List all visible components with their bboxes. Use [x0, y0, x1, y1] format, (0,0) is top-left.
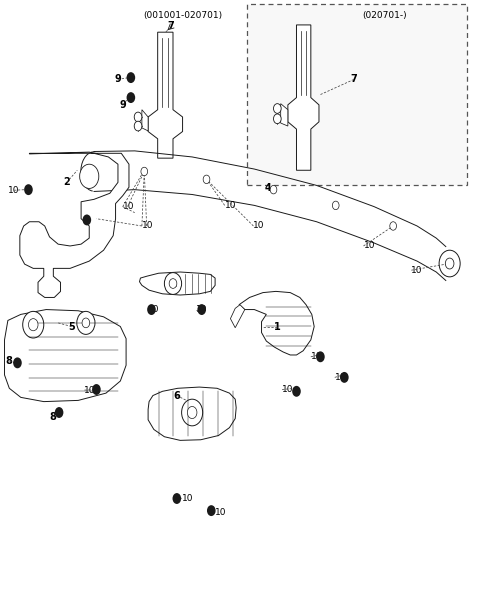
Text: 8: 8: [6, 356, 13, 366]
Circle shape: [169, 279, 177, 288]
Text: 1: 1: [274, 322, 281, 331]
Text: 10: 10: [253, 222, 265, 231]
Circle shape: [164, 273, 181, 294]
Circle shape: [127, 92, 135, 103]
Circle shape: [13, 358, 22, 368]
Text: 10: 10: [8, 186, 20, 195]
Circle shape: [390, 222, 396, 230]
Polygon shape: [239, 291, 314, 355]
Text: 7: 7: [350, 75, 357, 84]
Circle shape: [80, 164, 99, 188]
Circle shape: [147, 304, 156, 315]
Circle shape: [83, 214, 91, 225]
Circle shape: [55, 407, 63, 418]
Text: 10: 10: [335, 373, 346, 382]
Circle shape: [24, 184, 33, 195]
Circle shape: [270, 185, 277, 194]
Text: 10: 10: [411, 266, 423, 275]
Circle shape: [82, 318, 90, 328]
Polygon shape: [20, 152, 129, 297]
Circle shape: [445, 258, 454, 269]
Text: 3: 3: [173, 282, 180, 291]
Text: 10: 10: [225, 201, 236, 210]
Text: 9: 9: [115, 75, 121, 84]
Polygon shape: [148, 32, 182, 158]
Circle shape: [187, 407, 197, 419]
Circle shape: [274, 104, 281, 114]
Text: 10: 10: [311, 352, 323, 361]
Circle shape: [127, 72, 135, 83]
Text: 10: 10: [181, 494, 193, 503]
Polygon shape: [148, 387, 236, 440]
Circle shape: [332, 201, 339, 209]
Text: 10: 10: [215, 508, 227, 517]
Circle shape: [292, 386, 301, 397]
Circle shape: [23, 311, 44, 338]
Circle shape: [274, 114, 281, 124]
Text: 2: 2: [63, 177, 70, 188]
Circle shape: [77, 311, 95, 334]
Circle shape: [197, 304, 206, 315]
Polygon shape: [288, 25, 319, 171]
Circle shape: [439, 250, 460, 277]
Text: 10: 10: [84, 385, 96, 395]
Text: 6: 6: [173, 390, 180, 401]
Circle shape: [316, 351, 324, 362]
Text: (001001-020701): (001001-020701): [143, 12, 222, 21]
Polygon shape: [4, 310, 126, 402]
Circle shape: [141, 168, 148, 175]
Text: (020701-): (020701-): [362, 12, 407, 21]
Text: 9: 9: [120, 100, 126, 110]
Circle shape: [340, 372, 348, 383]
Polygon shape: [281, 104, 288, 126]
Polygon shape: [230, 305, 245, 328]
Text: 10: 10: [148, 305, 160, 314]
Text: 10: 10: [142, 222, 154, 231]
Text: 4: 4: [264, 183, 271, 194]
Circle shape: [28, 319, 38, 331]
Text: 5: 5: [68, 322, 75, 331]
Text: 8: 8: [49, 412, 56, 422]
Circle shape: [172, 493, 181, 504]
Text: 10: 10: [123, 202, 134, 211]
Polygon shape: [140, 272, 215, 295]
Circle shape: [207, 505, 216, 516]
Circle shape: [134, 112, 142, 122]
FancyBboxPatch shape: [247, 4, 468, 185]
Text: 7: 7: [167, 21, 174, 31]
Circle shape: [134, 121, 142, 131]
Circle shape: [92, 384, 101, 395]
Circle shape: [181, 399, 203, 426]
Text: 10: 10: [196, 305, 207, 314]
Polygon shape: [142, 110, 148, 131]
Text: 10: 10: [363, 242, 375, 251]
Circle shape: [203, 175, 210, 183]
Text: 10: 10: [282, 385, 294, 394]
